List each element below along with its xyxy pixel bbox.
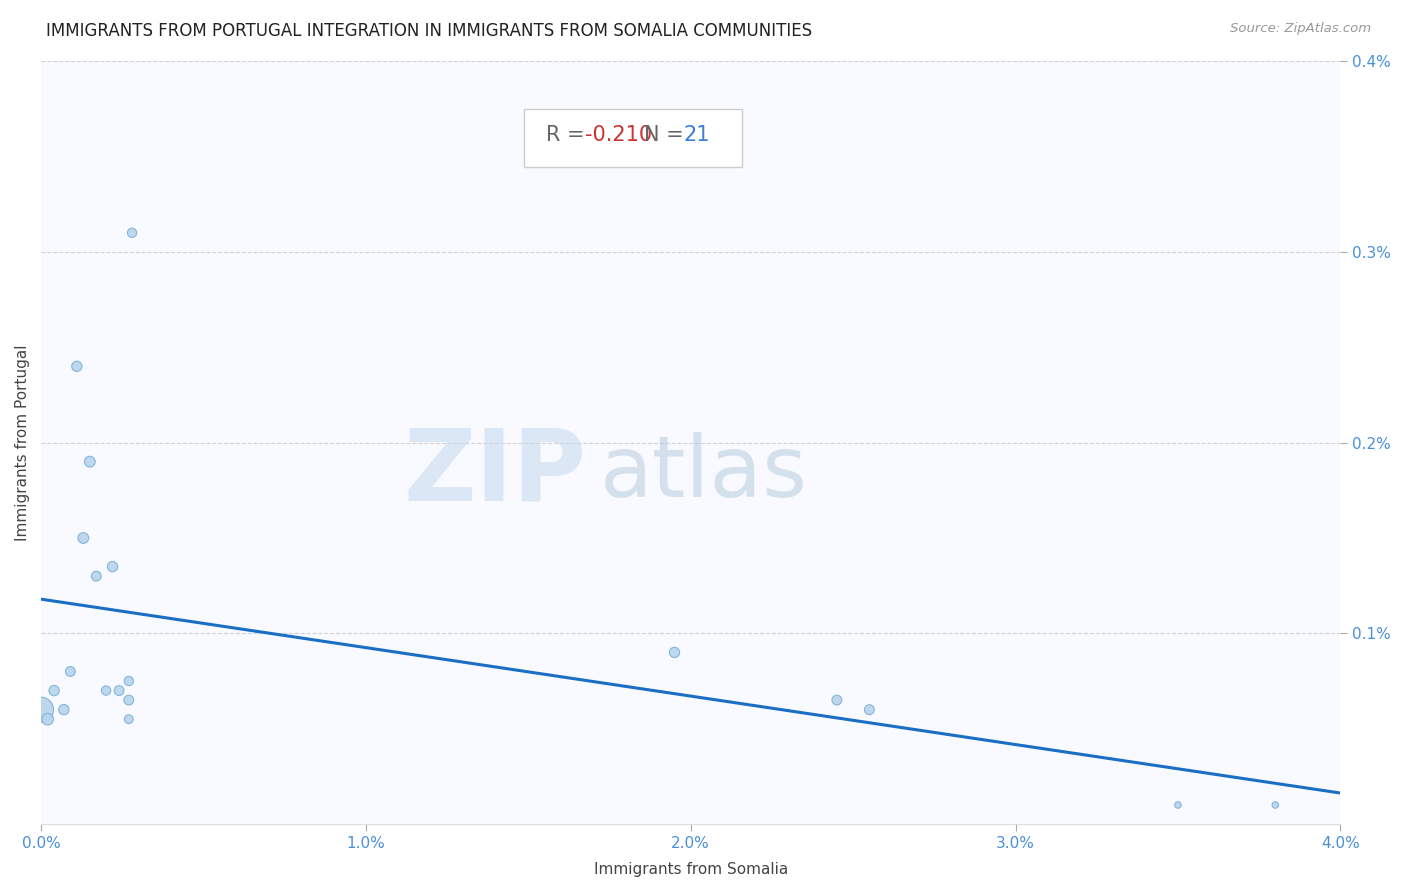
Text: N =: N = xyxy=(644,125,690,145)
Point xyxy=(101,559,124,574)
X-axis label: Immigrants from Somalia: Immigrants from Somalia xyxy=(593,862,787,877)
Text: ZIP: ZIP xyxy=(404,425,586,522)
Point xyxy=(1167,797,1189,812)
Point xyxy=(858,703,880,717)
Text: Source: ZipAtlas.com: Source: ZipAtlas.com xyxy=(1230,22,1371,36)
Point xyxy=(118,693,141,707)
Text: 21: 21 xyxy=(683,125,710,145)
Point xyxy=(72,531,94,545)
Text: R =: R = xyxy=(546,125,591,145)
Point xyxy=(1264,797,1286,812)
Point xyxy=(66,359,89,374)
Point xyxy=(59,665,82,679)
Point xyxy=(37,712,59,726)
Text: IMMIGRANTS FROM PORTUGAL INTEGRATION IN IMMIGRANTS FROM SOMALIA COMMUNITIES: IMMIGRANTS FROM PORTUGAL INTEGRATION IN … xyxy=(46,22,813,40)
Point xyxy=(94,683,117,698)
Point xyxy=(118,673,141,688)
Point xyxy=(52,703,75,717)
Point xyxy=(108,683,131,698)
Point xyxy=(79,455,101,469)
Point xyxy=(86,569,108,583)
Text: atlas: atlas xyxy=(600,432,808,515)
Point xyxy=(664,645,686,659)
Text: -0.210: -0.210 xyxy=(585,125,652,145)
Point xyxy=(30,703,52,717)
Point xyxy=(121,226,143,240)
Y-axis label: Immigrants from Portugal: Immigrants from Portugal xyxy=(15,344,30,541)
Point xyxy=(118,712,141,726)
Point xyxy=(825,693,848,707)
Point xyxy=(42,683,65,698)
